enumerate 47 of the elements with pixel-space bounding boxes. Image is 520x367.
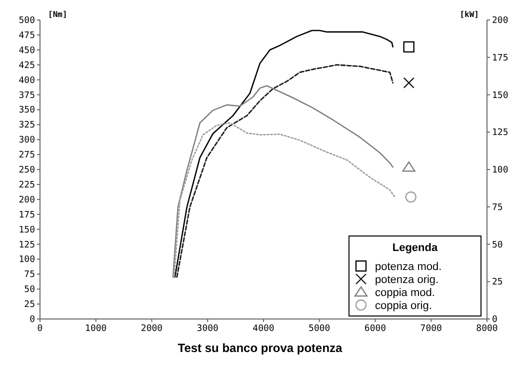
legend-label: potenza orig. xyxy=(375,274,439,286)
y-tick-label: 100 xyxy=(18,255,35,266)
y-tick-label: 350 xyxy=(18,106,35,116)
x-tick-label: 6000 xyxy=(364,324,386,334)
x-tick-label: 5000 xyxy=(308,324,330,334)
y2-tick-label: 50 xyxy=(492,240,503,250)
y2-tick-label: 100 xyxy=(492,166,508,176)
y-tick-label: 125 xyxy=(18,240,35,250)
x-tick-label: 7000 xyxy=(420,324,442,334)
y2-tick-label: 200 xyxy=(492,16,508,26)
text: Test su banco prova potenza xyxy=(178,341,343,355)
y-tick-label: 175 xyxy=(18,210,35,220)
y-tick-label: 500 xyxy=(18,16,35,26)
y2-axis-title: [kW] xyxy=(460,10,479,19)
y-tick-label: 425 xyxy=(18,60,35,71)
y-tick-label: 475 xyxy=(18,30,35,41)
x-tick-label: 4000 xyxy=(252,324,274,334)
legend-label: potenza mod. xyxy=(375,261,442,273)
legend-title: Legenda xyxy=(392,242,438,254)
x-tick-label: 1000 xyxy=(85,324,107,334)
y-tick-label: 450 xyxy=(18,46,35,56)
y2-tick-label: 175 xyxy=(492,53,508,64)
y-tick-label: 250 xyxy=(18,166,35,176)
y-tick-label: 275 xyxy=(18,150,35,161)
y-tick-label: 75 xyxy=(24,270,35,280)
y-axis-title: [Nm] xyxy=(48,10,68,19)
y2-tick-label: 125 xyxy=(492,128,508,138)
y-tick-label: 150 xyxy=(18,225,35,236)
legend-label: coppia orig. xyxy=(375,300,432,312)
y-tick-label: 50 xyxy=(24,285,35,296)
y2-tick-label: 0 xyxy=(492,315,498,325)
y2-tick-label: 75 xyxy=(492,202,503,213)
legend-label: coppia mod. xyxy=(375,287,435,299)
y-tick-label: 225 xyxy=(18,180,35,190)
x-tick-label: 3000 xyxy=(196,324,218,334)
y-tick-label: 25 xyxy=(24,300,35,310)
y-tick-label: 0 xyxy=(30,315,35,325)
y-tick-label: 400 xyxy=(18,76,35,86)
x-tick-label: 8000 xyxy=(476,324,498,334)
y-tick-label: 300 xyxy=(18,136,35,146)
y-tick-label: 325 xyxy=(18,120,35,131)
y2-tick-label: 25 xyxy=(492,278,503,288)
y2-tick-label: 150 xyxy=(492,90,508,101)
y-tick-label: 200 xyxy=(18,195,35,206)
x-tick-label: 2000 xyxy=(140,324,163,334)
x-tick-label: 0 xyxy=(37,324,43,334)
y-tick-label: 375 xyxy=(18,90,35,101)
